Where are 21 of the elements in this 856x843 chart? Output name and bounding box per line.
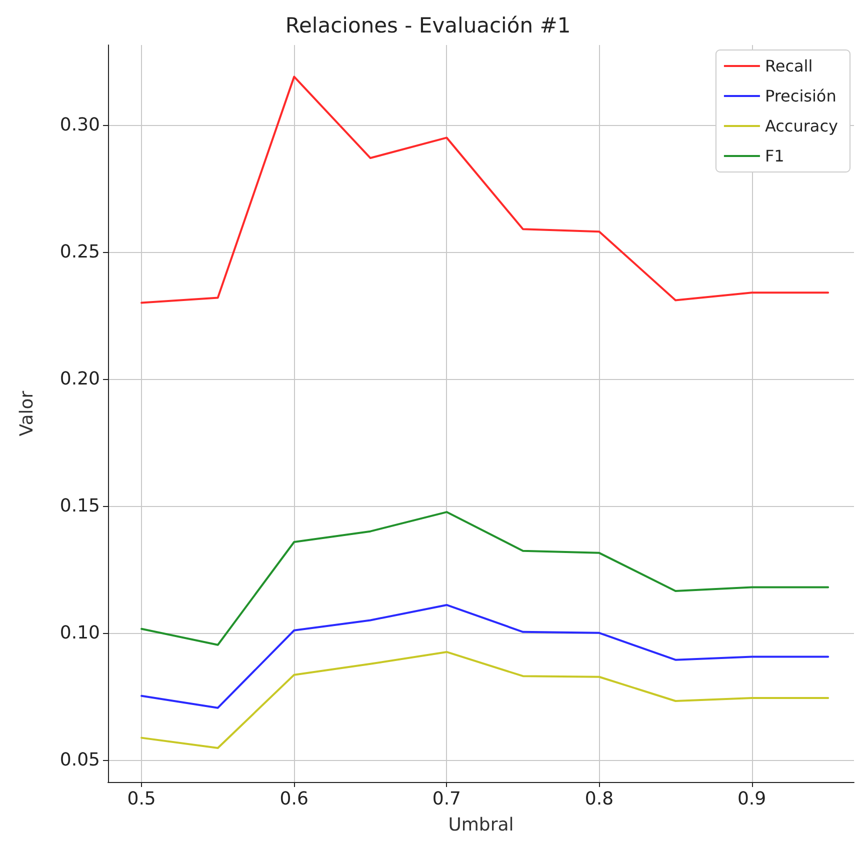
x-axis-title: Umbral xyxy=(448,814,514,836)
legend-label: F1 xyxy=(764,146,784,166)
line-series xyxy=(140,650,830,749)
y-tick-label: 0.15 xyxy=(60,495,100,516)
y-tick-label: 0.05 xyxy=(60,749,100,770)
legend-label: Precisión xyxy=(764,86,836,106)
chart-title: Relaciones - Evaluación #1 xyxy=(285,14,571,38)
x-tick-label: 0.5 xyxy=(127,788,156,810)
line-series xyxy=(140,511,830,646)
x-tick-label: 0.7 xyxy=(432,788,461,810)
y-axis-title: Valor xyxy=(16,390,38,436)
y-tick-label: 0.30 xyxy=(60,114,100,136)
y-tick-label: 0.25 xyxy=(60,241,100,262)
legend-label: Accuracy xyxy=(764,116,838,136)
x-tick-label: 0.8 xyxy=(584,788,614,810)
legend-label: Recall xyxy=(764,56,813,76)
x-tick-label: 0.6 xyxy=(280,788,308,810)
y-tick-label: 0.10 xyxy=(60,622,100,644)
x-tick-label: 0.9 xyxy=(737,788,766,810)
line-series xyxy=(140,604,830,709)
y-tick-label: 0.20 xyxy=(60,368,100,390)
